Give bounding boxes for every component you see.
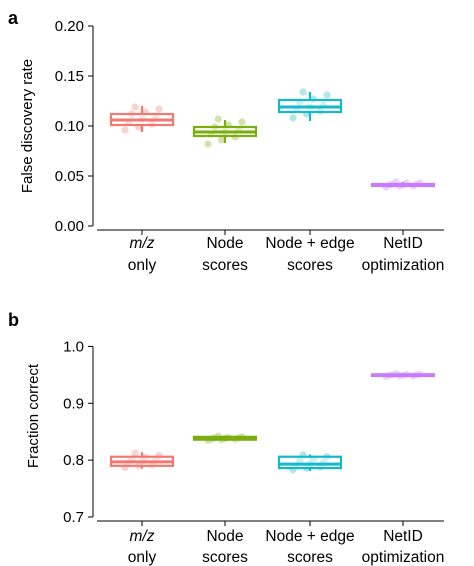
panel-b-box-4: [370, 370, 436, 381]
panel-b-data-point: [296, 457, 304, 465]
panel-a-box-4: [370, 178, 436, 191]
panel-b-category-label-line2: scores: [287, 549, 333, 566]
panel-a-data-point: [131, 103, 139, 111]
panel-b: b Fraction correct 0.7 0.8 0.9 1.0 m/z only N…: [8, 310, 444, 566]
panel-a-y-tick-label: 0.00: [55, 218, 84, 235]
panel-b-y-axis-title: Fraction correct: [25, 363, 42, 468]
panel-a-y-axis-title: False discovery rate: [19, 59, 36, 193]
panel-a-data-point: [238, 118, 246, 126]
panel-b-data-point: [131, 449, 139, 457]
panel-a-box-3: [277, 88, 343, 122]
panel-b-y-tick-label: 0.8: [63, 452, 84, 469]
panel-b-y-tick-label: 1.0: [63, 338, 84, 355]
panel-b-category-labels: m/z only Node scores Node + edge scores NetID o…: [128, 528, 445, 566]
panel-b-letter: b: [8, 310, 19, 330]
panel-a-letter: a: [8, 8, 19, 28]
panel-a-category-label-line2: optimization: [362, 257, 445, 274]
panel-a-data-point: [204, 140, 212, 148]
panel-a: a False discovery rate 0.000.050.100.150…: [8, 8, 444, 274]
panel-b-category-label-line2: optimization: [362, 549, 445, 566]
panel-b-box-1: [109, 449, 175, 472]
panel-a-data-point: [155, 105, 163, 113]
panel-b-category-label-line2: only: [128, 549, 157, 566]
panel-b-category-label-line1: Node + edge: [265, 528, 354, 545]
panel-a-category-label-line1: NetID: [383, 235, 423, 252]
panel-a-category-label-line1: Node: [206, 235, 243, 252]
panel-a-marks: [109, 88, 436, 191]
panel-b-box-iqr: [277, 455, 343, 470]
panel-b-axes: 0.7 0.8 0.9 1.0: [63, 338, 444, 526]
panel-a-category-label-line2: scores: [202, 257, 248, 274]
panel-b-y-tick-label: 0.7: [63, 509, 84, 526]
panel-a-y-tick-label: 0.10: [55, 118, 84, 135]
panel-a-data-point: [289, 114, 297, 122]
panel-a-y-tick-label: 0.15: [55, 68, 84, 85]
panel-b-category-label-line2: scores: [202, 549, 248, 566]
panel-a-data-point: [323, 91, 331, 99]
panel-a-axes: 0.00 0.05 0.10 0.15 0.20: [55, 18, 444, 235]
panel-a-data-point: [214, 115, 222, 123]
panel-a-category-label-line2: scores: [287, 257, 333, 274]
panel-a-y-tick-label: 0.05: [55, 168, 84, 185]
panel-b-box-2: [192, 432, 258, 444]
panel-b-category-label-line1: Node: [206, 528, 243, 545]
panel-a-data-point: [299, 88, 307, 96]
panel-a-category-labels: m/z only Node scores Node + edge scores NetID o…: [128, 235, 445, 274]
panel-a-category-label-line2: only: [128, 257, 157, 274]
panel-a-category-label-line1: m/z: [130, 235, 155, 252]
panel-a-box-1: [109, 103, 175, 134]
panel-b-box-3: [277, 451, 343, 474]
panel-b-marks: [109, 370, 436, 474]
panel-b-category-label-line1: m/z: [130, 528, 155, 545]
panel-a-data-point: [218, 136, 226, 144]
panel-a-data-point: [121, 126, 129, 134]
panel-a-y-tick-label: 0.20: [55, 18, 84, 35]
panel-a-box-2: [192, 115, 258, 148]
panel-b-y-tick-label: 0.9: [63, 395, 84, 412]
panel-a-category-label-line1: Node + edge: [265, 235, 354, 252]
panel-b-category-label-line1: NetID: [383, 528, 423, 545]
